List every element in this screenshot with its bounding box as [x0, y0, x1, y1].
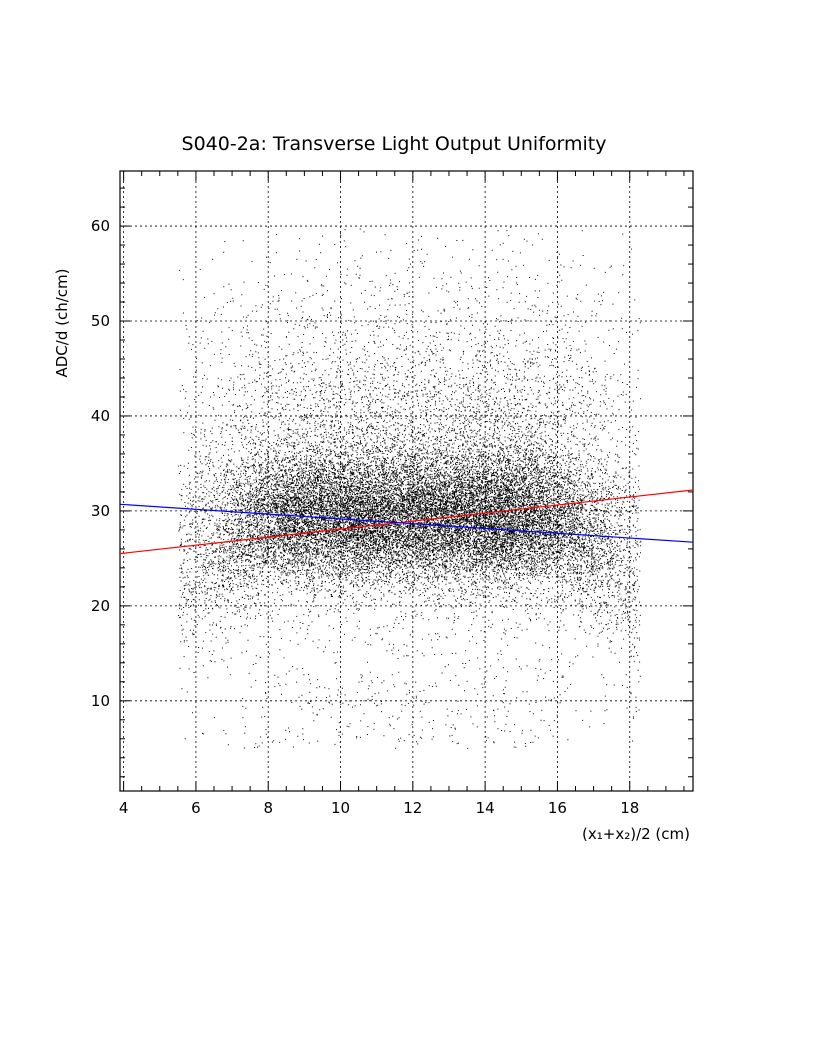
- fit-line-blue: [119, 503, 694, 543]
- x-tick-label: 18: [620, 799, 639, 817]
- x-tick-label: 4: [119, 799, 129, 817]
- y-tick-labels: 10 20 30 40 50 60: [91, 217, 110, 710]
- fit-line-red: [119, 489, 694, 555]
- y-tick-label: 20: [91, 597, 110, 615]
- y-tick-label: 60: [91, 217, 110, 235]
- x-axis-label: (x₁+x₂)/2 (cm): [582, 825, 690, 843]
- x-tick-label: 8: [263, 799, 273, 817]
- x-tick-labels: 4 6 8 10 12 14 16 18: [119, 799, 639, 817]
- x-tick-label: 12: [403, 799, 422, 817]
- x-tick-label: 14: [476, 799, 495, 817]
- y-tick-label: 40: [91, 407, 110, 425]
- y-tick-label: 50: [91, 312, 110, 330]
- scatter-point-cloud: [178, 226, 642, 749]
- y-axis-label: ADC/d (ch/cm): [53, 269, 71, 378]
- y-tick-label: 10: [91, 692, 110, 710]
- x-tick-label: 16: [548, 799, 567, 817]
- x-tick-label: 10: [331, 799, 350, 817]
- x-tick-label: 6: [191, 799, 201, 817]
- scatter-points: [178, 226, 642, 749]
- plot-area: [119, 170, 694, 792]
- axis-ticks: [120, 171, 693, 791]
- fit-lines: [119, 489, 694, 555]
- chart-title: S040-2a: Transverse Light Output Uniform…: [182, 133, 607, 155]
- y-tick-label: 30: [91, 502, 110, 520]
